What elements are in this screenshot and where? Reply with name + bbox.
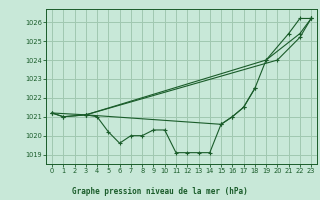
- Text: Graphe pression niveau de la mer (hPa): Graphe pression niveau de la mer (hPa): [72, 187, 248, 196]
